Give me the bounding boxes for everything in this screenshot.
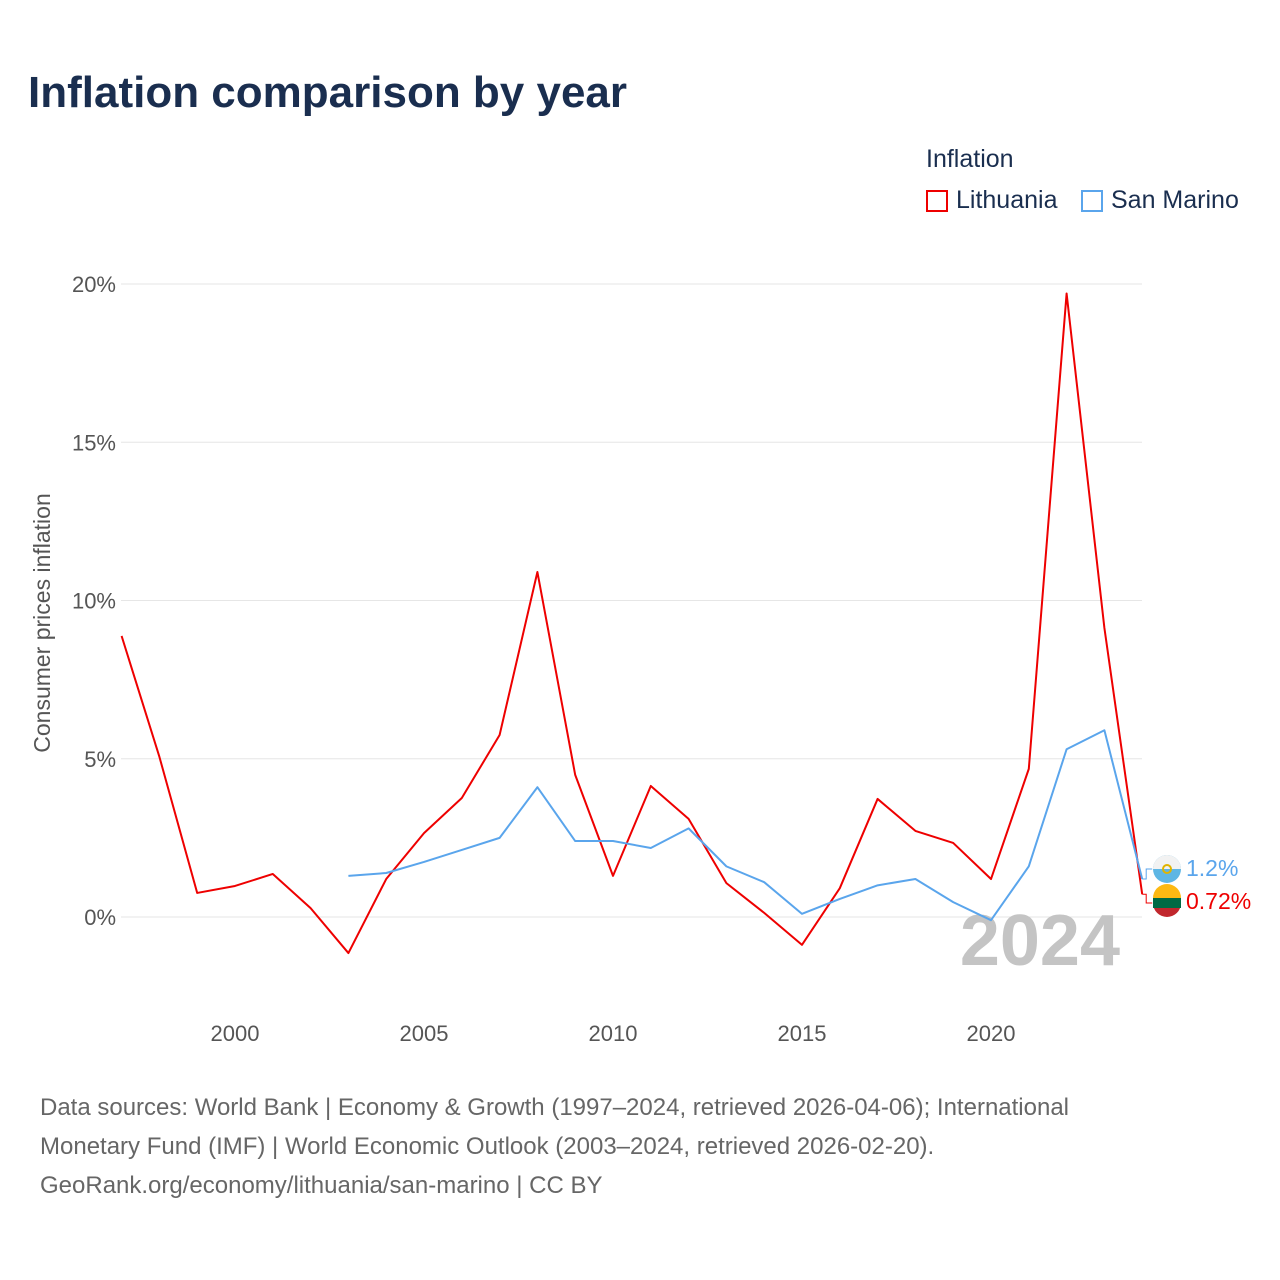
data-point bbox=[346, 951, 350, 955]
footer-sources: Data sources: World Bank | Economy & Gro… bbox=[40, 1088, 1240, 1205]
legend-title: Inflation bbox=[926, 145, 1014, 173]
series-line-lithuania bbox=[120, 292, 1144, 955]
data-point bbox=[649, 784, 653, 788]
x-tick-label: 2020 bbox=[967, 1021, 1016, 1046]
x-tick-label: 2000 bbox=[211, 1021, 260, 1046]
data-point bbox=[384, 877, 388, 881]
data-point bbox=[800, 912, 804, 916]
data-point bbox=[384, 871, 388, 875]
data-point bbox=[535, 785, 539, 789]
legend-item-san-marino[interactable]: San Marino bbox=[1081, 186, 1239, 215]
line-chart: 0% 5% 10% 15% 20% 2000 2005 2010 2015 2020 2024 C… bbox=[29, 272, 1251, 1046]
data-point bbox=[422, 860, 426, 864]
data-point bbox=[157, 755, 161, 759]
data-point bbox=[195, 891, 199, 895]
flag-stripe bbox=[1153, 898, 1181, 908]
y-tick-label: 15% bbox=[72, 430, 116, 455]
data-point bbox=[460, 848, 464, 852]
data-point bbox=[989, 877, 993, 881]
y-tick-label: 10% bbox=[72, 589, 116, 614]
data-point bbox=[913, 829, 917, 833]
data-point bbox=[346, 874, 350, 878]
data-point bbox=[611, 839, 615, 843]
end-label-connector bbox=[1142, 893, 1153, 904]
data-point bbox=[876, 883, 880, 887]
coat-of-arms-icon bbox=[1162, 864, 1172, 874]
data-point bbox=[422, 831, 426, 835]
data-point bbox=[838, 897, 842, 901]
data-point bbox=[498, 733, 502, 737]
footer-line[interactable]: GeoRank.org/economy/lithuania/san-marino… bbox=[40, 1172, 603, 1199]
y-tick-label: 0% bbox=[84, 905, 116, 930]
data-point bbox=[611, 874, 615, 878]
data-point bbox=[1102, 728, 1106, 732]
flag-stripe bbox=[1153, 855, 1181, 869]
data-point bbox=[233, 884, 237, 888]
data-point bbox=[309, 906, 313, 910]
data-point bbox=[724, 881, 728, 885]
legend-label: Lithuania bbox=[956, 186, 1058, 214]
data-point bbox=[573, 839, 577, 843]
data-point bbox=[1027, 767, 1031, 771]
chart-title: Inflation comparison by year bbox=[28, 68, 628, 117]
data-point bbox=[913, 877, 917, 881]
y-tick-label: 5% bbox=[84, 747, 116, 772]
x-tick-label: 2015 bbox=[778, 1021, 827, 1046]
x-tick-label: 2010 bbox=[589, 1021, 638, 1046]
data-point bbox=[649, 846, 653, 850]
data-point bbox=[271, 872, 275, 876]
data-point bbox=[687, 817, 691, 821]
y-axis-label: Consumer prices inflation bbox=[29, 493, 55, 753]
data-point bbox=[573, 773, 577, 777]
data-point bbox=[800, 943, 804, 947]
footer-line: Data sources: World Bank | Economy & Gro… bbox=[40, 1094, 1070, 1121]
year-watermark: 2024 bbox=[960, 901, 1120, 981]
data-point bbox=[1065, 747, 1069, 751]
data-point bbox=[687, 826, 691, 830]
data-point bbox=[876, 797, 880, 801]
data-point bbox=[1065, 291, 1069, 295]
y-tick-label: 20% bbox=[72, 272, 116, 297]
end-value-label: 0.72% bbox=[1186, 888, 1251, 914]
data-point bbox=[1102, 626, 1106, 630]
legend-swatch-lithuania bbox=[926, 189, 948, 212]
data-point bbox=[951, 900, 955, 904]
data-point bbox=[989, 918, 993, 922]
legend-swatch-san-marino bbox=[1081, 189, 1103, 212]
data-point bbox=[1027, 864, 1031, 868]
data-point bbox=[838, 886, 842, 890]
end-label-connector bbox=[1142, 868, 1153, 880]
flag-stripe bbox=[1153, 884, 1181, 898]
end-value-label: 1.2% bbox=[1186, 855, 1238, 881]
legend-item-lithuania[interactable]: Lithuania bbox=[926, 186, 1057, 215]
data-point bbox=[535, 570, 539, 574]
data-point bbox=[762, 911, 766, 915]
data-point bbox=[951, 841, 955, 845]
data-point bbox=[724, 864, 728, 868]
data-point bbox=[498, 836, 502, 840]
data-point bbox=[460, 796, 464, 800]
footer-line: Monetary Fund (IMF) | World Economic Out… bbox=[40, 1133, 935, 1160]
data-point bbox=[762, 880, 766, 884]
x-tick-label: 2005 bbox=[400, 1021, 449, 1046]
legend-label: San Marino bbox=[1111, 186, 1239, 214]
series-line-san-marino bbox=[348, 729, 1144, 922]
data-point bbox=[120, 634, 124, 638]
